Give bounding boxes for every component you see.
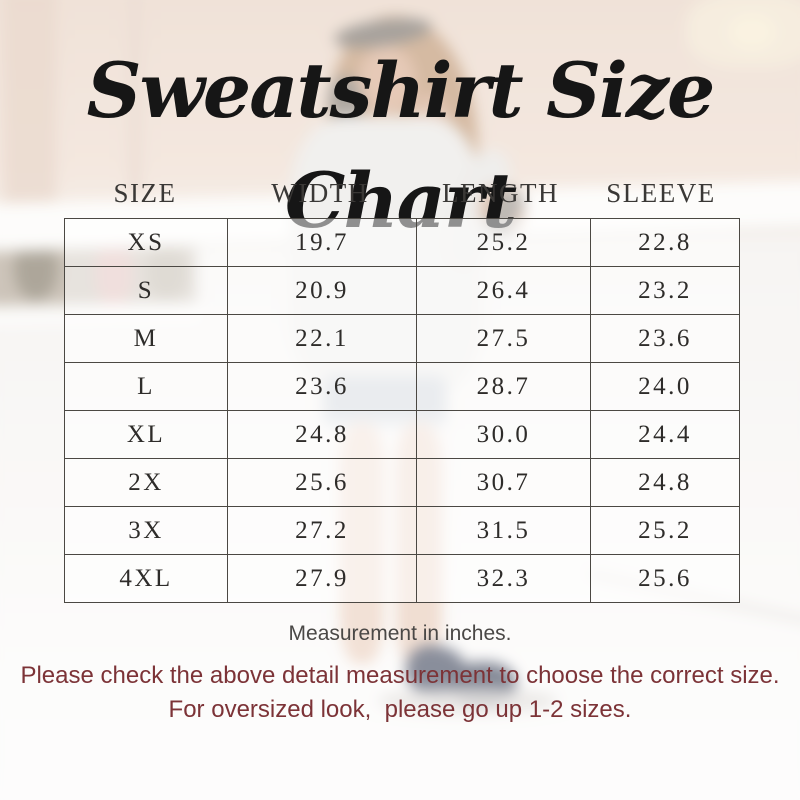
table-row: M 22.1 27.5 23.6 (64, 314, 740, 363)
table-cell: 23.6 (227, 362, 417, 411)
table-cell: 25.2 (590, 506, 740, 555)
table-header-row: SIZE WIDTH LENGTH SLEEVE (64, 176, 735, 210)
table-cell: 32.3 (416, 554, 591, 603)
column-header: SIZE (113, 178, 177, 208)
table-cell: 20.9 (227, 266, 417, 315)
table-cell: XS (64, 218, 228, 267)
table-cell: 4XL (64, 554, 228, 603)
photo-left-band (4, 0, 56, 221)
table-row: 2X 25.6 30.7 24.8 (64, 458, 740, 507)
table-cell: 25.6 (227, 458, 417, 507)
table-cell: 24.8 (227, 410, 417, 459)
table-cell: 24.4 (590, 410, 740, 459)
table-cell: 27.9 (227, 554, 417, 603)
table-cell: XL (64, 410, 228, 459)
page-title: Sweatshirt Size Chart (86, 46, 716, 245)
units-note: Measurement in inches. (288, 622, 512, 645)
table-cell: 2X (64, 458, 228, 507)
table-cell: 30.7 (416, 458, 591, 507)
table-cell: 31.5 (416, 506, 591, 555)
table-cell: 23.6 (590, 314, 740, 363)
table-cell: 26.4 (416, 266, 591, 315)
ground-shadow (378, 688, 558, 714)
table-cell: L (64, 362, 228, 411)
woman-face (358, 46, 416, 114)
table-cell: 27.5 (416, 314, 591, 363)
table-cell: S (64, 266, 228, 315)
column-header: WIDTH (271, 178, 369, 208)
table-cell: 24.8 (590, 458, 740, 507)
table-cell: 19.7 (227, 218, 417, 267)
table-cell: 27.2 (227, 506, 417, 555)
column-header: SLEEVE (606, 178, 716, 208)
table-cell: M (64, 314, 228, 363)
table-row: S 20.9 26.4 23.2 (64, 266, 740, 315)
table-cell: 22.1 (227, 314, 417, 363)
table-cell: 30.0 (416, 410, 591, 459)
table-cell: 22.8 (590, 218, 740, 267)
size-table-body: XS 19.7 25.2 22.8 S 20.9 26.4 23.2 M 22.1 27.5 23.6… (64, 218, 740, 603)
column-header: LENGTH (442, 178, 559, 208)
advice-line-1: Please check the above detail measuremen… (20, 662, 780, 689)
table-cell: 25.2 (416, 218, 591, 267)
table-row: XL 24.8 30.0 24.4 (64, 410, 740, 459)
advice-line-2: For oversized look, please go up 1-2 siz… (168, 696, 632, 723)
table-cell: 25.6 (590, 554, 740, 603)
size-chart-table: XS 19.7 25.2 22.8 S 20.9 26.4 23.2 M 22.1 27.5 23.6… (64, 218, 740, 603)
table-row: XS 19.7 25.2 22.8 (64, 218, 740, 267)
table-cell: 3X (64, 506, 228, 555)
table-row: 4XL 27.9 32.3 25.6 (64, 554, 740, 603)
table-cell: 23.2 (590, 266, 740, 315)
table-row: L 23.6 28.7 24.0 (64, 362, 740, 411)
table-cell: 28.7 (416, 362, 591, 411)
photo-window-frame (128, 0, 142, 206)
table-cell: 24.0 (590, 362, 740, 411)
table-row: 3X 27.2 31.5 25.2 (64, 506, 740, 555)
photo-top-right-spot (728, 14, 776, 50)
